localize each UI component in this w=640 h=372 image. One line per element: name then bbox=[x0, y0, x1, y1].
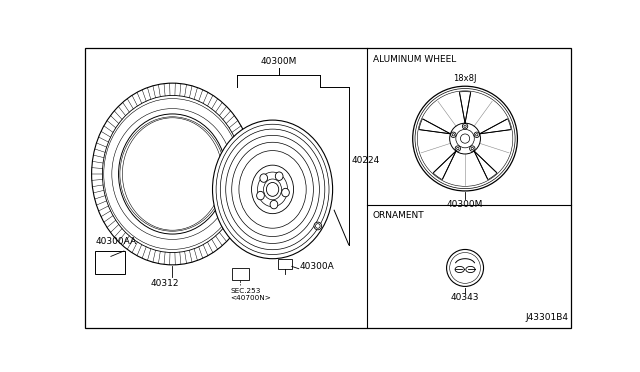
Ellipse shape bbox=[282, 188, 289, 197]
Ellipse shape bbox=[413, 86, 517, 191]
Text: J43301B4: J43301B4 bbox=[525, 313, 568, 322]
Text: 40300M: 40300M bbox=[447, 200, 483, 209]
Ellipse shape bbox=[257, 191, 264, 200]
Text: ORNAMENT: ORNAMENT bbox=[372, 211, 424, 220]
Text: 40300A: 40300A bbox=[300, 262, 334, 271]
Circle shape bbox=[471, 147, 474, 150]
Ellipse shape bbox=[92, 83, 253, 265]
Text: 40343: 40343 bbox=[451, 294, 479, 302]
Circle shape bbox=[314, 222, 322, 230]
Ellipse shape bbox=[260, 174, 268, 182]
Text: 40300M: 40300M bbox=[260, 57, 297, 66]
Text: 18x8J: 18x8J bbox=[453, 74, 477, 83]
Circle shape bbox=[464, 125, 466, 128]
Circle shape bbox=[447, 250, 484, 286]
Bar bbox=[278, 259, 292, 269]
Text: 40300AA: 40300AA bbox=[95, 237, 136, 246]
Ellipse shape bbox=[270, 201, 278, 209]
Bar bbox=[95, 251, 125, 274]
Bar bbox=[232, 268, 249, 280]
Text: SEC.253
<40700N>: SEC.253 <40700N> bbox=[230, 288, 271, 301]
Text: 40224: 40224 bbox=[351, 155, 380, 165]
Circle shape bbox=[452, 134, 454, 136]
Text: 40312: 40312 bbox=[150, 279, 179, 288]
Ellipse shape bbox=[275, 172, 283, 180]
Ellipse shape bbox=[266, 183, 279, 196]
Circle shape bbox=[457, 147, 459, 150]
Text: ALUMINUM WHEEL: ALUMINUM WHEEL bbox=[372, 55, 456, 64]
Ellipse shape bbox=[212, 120, 333, 259]
Circle shape bbox=[476, 134, 478, 136]
